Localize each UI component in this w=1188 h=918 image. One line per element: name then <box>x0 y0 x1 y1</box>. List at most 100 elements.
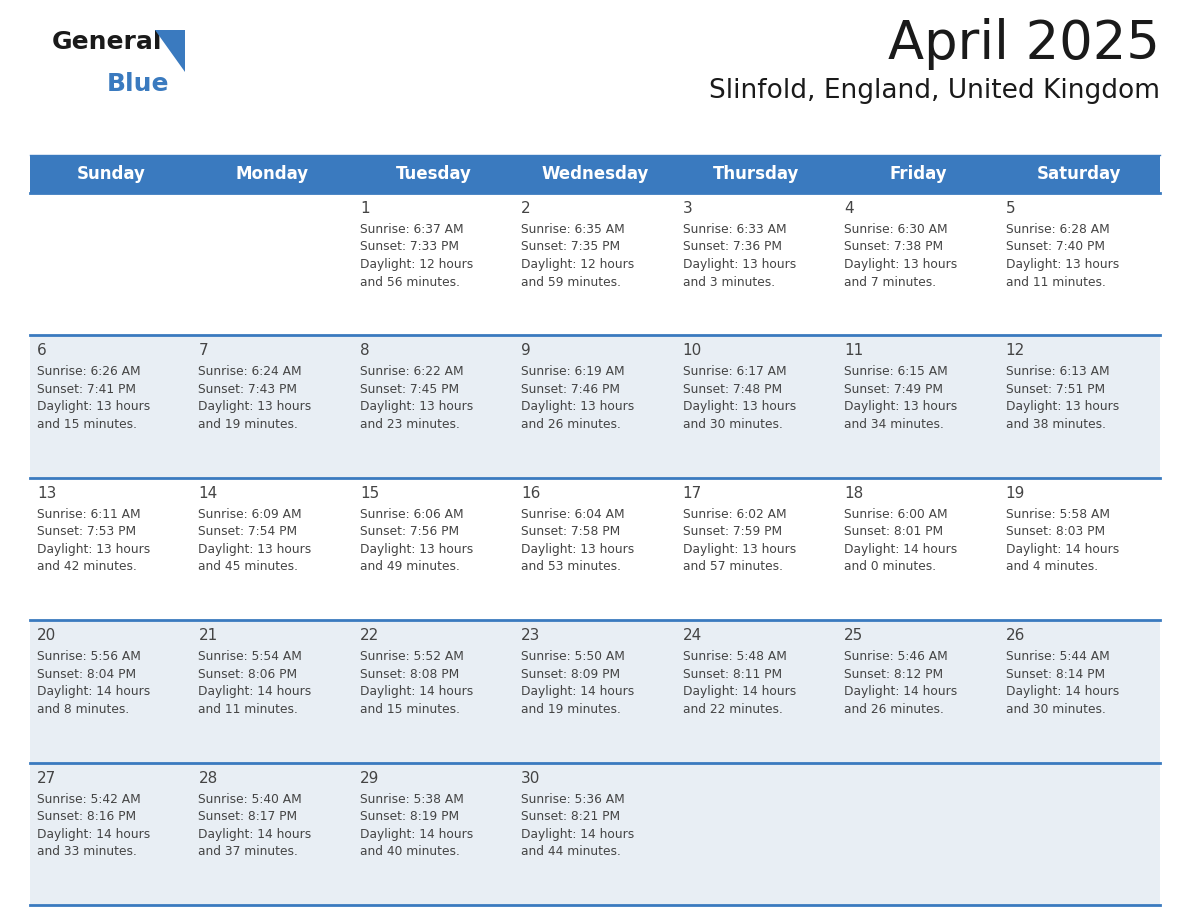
Text: Daylight: 13 hours: Daylight: 13 hours <box>360 400 473 413</box>
Text: 28: 28 <box>198 770 217 786</box>
Text: April 2025: April 2025 <box>889 18 1159 70</box>
Polygon shape <box>154 30 185 72</box>
Text: Sunset: 8:09 PM: Sunset: 8:09 PM <box>522 667 620 681</box>
Bar <box>30 193 1159 335</box>
Text: Sunrise: 5:56 AM: Sunrise: 5:56 AM <box>37 650 141 663</box>
Text: Sunset: 8:03 PM: Sunset: 8:03 PM <box>1005 525 1105 538</box>
Text: Daylight: 13 hours: Daylight: 13 hours <box>845 400 958 413</box>
Text: Sunset: 8:12 PM: Sunset: 8:12 PM <box>845 667 943 681</box>
Text: 6: 6 <box>37 343 46 358</box>
Text: Daylight: 13 hours: Daylight: 13 hours <box>683 400 796 413</box>
Text: and 42 minutes.: and 42 minutes. <box>37 560 137 574</box>
Text: Sunset: 7:35 PM: Sunset: 7:35 PM <box>522 241 620 253</box>
Text: 25: 25 <box>845 628 864 644</box>
Text: 4: 4 <box>845 201 854 216</box>
Text: Sunrise: 6:28 AM: Sunrise: 6:28 AM <box>1005 223 1110 236</box>
Text: and 49 minutes.: and 49 minutes. <box>360 560 460 574</box>
Text: Sunrise: 6:11 AM: Sunrise: 6:11 AM <box>37 508 140 521</box>
Text: and 34 minutes.: and 34 minutes. <box>845 418 944 431</box>
Text: 17: 17 <box>683 486 702 501</box>
Bar <box>30 155 1159 193</box>
Text: Daylight: 12 hours: Daylight: 12 hours <box>360 258 473 271</box>
Text: 3: 3 <box>683 201 693 216</box>
Text: Sunset: 7:36 PM: Sunset: 7:36 PM <box>683 241 782 253</box>
Text: Sunrise: 6:00 AM: Sunrise: 6:00 AM <box>845 508 948 521</box>
Text: Sunset: 8:21 PM: Sunset: 8:21 PM <box>522 810 620 823</box>
Text: Sunset: 7:59 PM: Sunset: 7:59 PM <box>683 525 782 538</box>
Text: Daylight: 13 hours: Daylight: 13 hours <box>522 543 634 555</box>
Text: Daylight: 13 hours: Daylight: 13 hours <box>37 543 150 555</box>
Text: Sunset: 8:08 PM: Sunset: 8:08 PM <box>360 667 459 681</box>
Text: 21: 21 <box>198 628 217 644</box>
Text: Sunrise: 6:22 AM: Sunrise: 6:22 AM <box>360 365 463 378</box>
Text: Sunset: 8:19 PM: Sunset: 8:19 PM <box>360 810 459 823</box>
Text: Sunrise: 6:17 AM: Sunrise: 6:17 AM <box>683 365 786 378</box>
Text: Daylight: 14 hours: Daylight: 14 hours <box>1005 543 1119 555</box>
Text: 14: 14 <box>198 486 217 501</box>
Text: and 30 minutes.: and 30 minutes. <box>683 418 783 431</box>
Text: Sunrise: 5:36 AM: Sunrise: 5:36 AM <box>522 792 625 806</box>
Text: Daylight: 14 hours: Daylight: 14 hours <box>683 685 796 699</box>
Text: Sunrise: 6:30 AM: Sunrise: 6:30 AM <box>845 223 948 236</box>
Text: Sunset: 8:17 PM: Sunset: 8:17 PM <box>198 810 297 823</box>
Text: and 40 minutes.: and 40 minutes. <box>360 845 460 858</box>
Text: Sunrise: 6:19 AM: Sunrise: 6:19 AM <box>522 365 625 378</box>
Text: Sunset: 7:38 PM: Sunset: 7:38 PM <box>845 241 943 253</box>
Text: Daylight: 14 hours: Daylight: 14 hours <box>37 828 150 841</box>
Text: and 11 minutes.: and 11 minutes. <box>198 702 298 716</box>
Text: and 19 minutes.: and 19 minutes. <box>522 702 621 716</box>
Text: Sunset: 8:14 PM: Sunset: 8:14 PM <box>1005 667 1105 681</box>
Text: and 4 minutes.: and 4 minutes. <box>1005 560 1098 574</box>
Text: Sunrise: 6:33 AM: Sunrise: 6:33 AM <box>683 223 786 236</box>
Text: Daylight: 12 hours: Daylight: 12 hours <box>522 258 634 271</box>
Text: Daylight: 14 hours: Daylight: 14 hours <box>198 685 311 699</box>
Text: 27: 27 <box>37 770 56 786</box>
Text: Sunrise: 6:13 AM: Sunrise: 6:13 AM <box>1005 365 1110 378</box>
Text: Sunset: 8:01 PM: Sunset: 8:01 PM <box>845 525 943 538</box>
Bar <box>30 621 1159 763</box>
Text: Tuesday: Tuesday <box>396 165 472 183</box>
Text: Sunrise: 5:46 AM: Sunrise: 5:46 AM <box>845 650 948 663</box>
Text: Daylight: 13 hours: Daylight: 13 hours <box>198 400 311 413</box>
Text: and 15 minutes.: and 15 minutes. <box>360 702 460 716</box>
Text: 2: 2 <box>522 201 531 216</box>
Text: Sunset: 7:41 PM: Sunset: 7:41 PM <box>37 383 135 396</box>
Text: 13: 13 <box>37 486 56 501</box>
Text: 26: 26 <box>1005 628 1025 644</box>
Text: 16: 16 <box>522 486 541 501</box>
Text: Daylight: 14 hours: Daylight: 14 hours <box>37 685 150 699</box>
Text: Daylight: 14 hours: Daylight: 14 hours <box>522 828 634 841</box>
Text: 10: 10 <box>683 343 702 358</box>
Text: Daylight: 13 hours: Daylight: 13 hours <box>683 258 796 271</box>
Text: Sunset: 7:43 PM: Sunset: 7:43 PM <box>198 383 297 396</box>
Text: Daylight: 14 hours: Daylight: 14 hours <box>845 685 958 699</box>
Text: Daylight: 13 hours: Daylight: 13 hours <box>37 400 150 413</box>
Text: Sunrise: 5:40 AM: Sunrise: 5:40 AM <box>198 792 302 806</box>
Text: Sunset: 7:49 PM: Sunset: 7:49 PM <box>845 383 943 396</box>
Text: 18: 18 <box>845 486 864 501</box>
Text: Sunset: 8:06 PM: Sunset: 8:06 PM <box>198 667 297 681</box>
Bar <box>30 477 1159 621</box>
Bar <box>30 335 1159 477</box>
Text: Sunrise: 6:02 AM: Sunrise: 6:02 AM <box>683 508 786 521</box>
Text: Sunset: 7:56 PM: Sunset: 7:56 PM <box>360 525 459 538</box>
Text: 11: 11 <box>845 343 864 358</box>
Text: and 0 minutes.: and 0 minutes. <box>845 560 936 574</box>
Text: and 8 minutes.: and 8 minutes. <box>37 702 129 716</box>
Text: and 30 minutes.: and 30 minutes. <box>1005 702 1106 716</box>
Text: and 56 minutes.: and 56 minutes. <box>360 275 460 288</box>
Text: 23: 23 <box>522 628 541 644</box>
Text: 5: 5 <box>1005 201 1016 216</box>
Text: and 45 minutes.: and 45 minutes. <box>198 560 298 574</box>
Text: Daylight: 14 hours: Daylight: 14 hours <box>198 828 311 841</box>
Text: Sunrise: 5:42 AM: Sunrise: 5:42 AM <box>37 792 140 806</box>
Text: Daylight: 13 hours: Daylight: 13 hours <box>1005 400 1119 413</box>
Text: and 26 minutes.: and 26 minutes. <box>522 418 621 431</box>
Text: Sunrise: 6:26 AM: Sunrise: 6:26 AM <box>37 365 140 378</box>
Text: Sunrise: 6:15 AM: Sunrise: 6:15 AM <box>845 365 948 378</box>
Text: Sunrise: 5:52 AM: Sunrise: 5:52 AM <box>360 650 463 663</box>
Text: Daylight: 13 hours: Daylight: 13 hours <box>683 543 796 555</box>
Text: Sunday: Sunday <box>76 165 145 183</box>
Text: 29: 29 <box>360 770 379 786</box>
Text: 24: 24 <box>683 628 702 644</box>
